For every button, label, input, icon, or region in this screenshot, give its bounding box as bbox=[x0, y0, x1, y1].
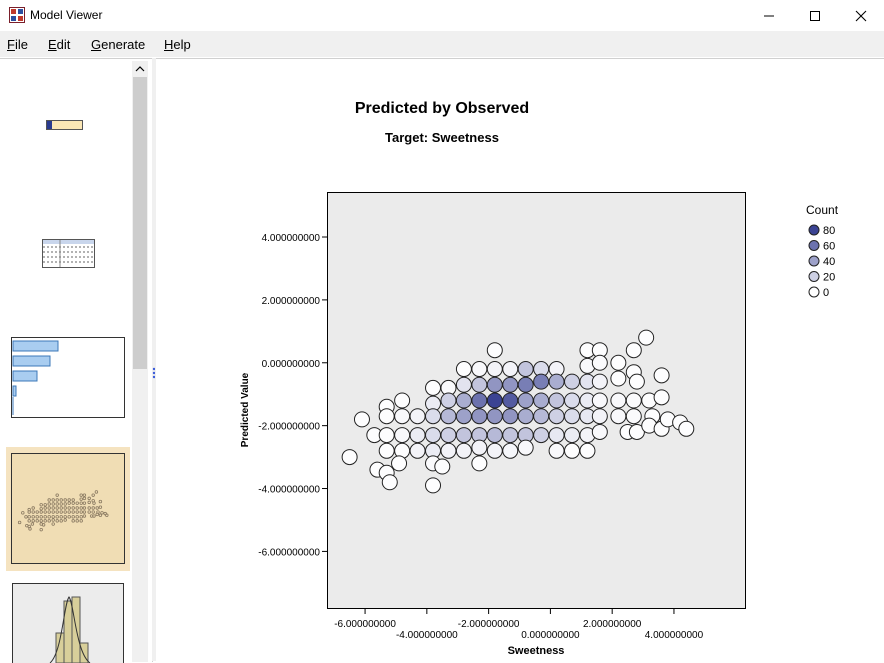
table-thumbnail[interactable] bbox=[40, 237, 98, 269]
chevron-up-icon bbox=[135, 65, 145, 73]
menu-bar: File Edit Generate Help bbox=[0, 31, 884, 57]
window-titlebar[interactable]: Model Viewer bbox=[0, 0, 884, 31]
maximize-icon bbox=[809, 10, 821, 22]
menu-generate[interactable]: Generate bbox=[91, 37, 145, 52]
chart-pane bbox=[156, 58, 884, 662]
menu-help-rest: elp bbox=[173, 37, 190, 52]
chart-subtitle: Target: Sweetness bbox=[0, 130, 884, 145]
menu-generate-rest: enerate bbox=[101, 37, 145, 52]
menu-file-rest: ile bbox=[15, 37, 28, 52]
maximize-button[interactable] bbox=[792, 0, 838, 31]
menu-help[interactable]: Help bbox=[164, 37, 191, 52]
scatter-plot-icon bbox=[6, 447, 130, 571]
predicted-by-observed-thumbnail[interactable] bbox=[6, 447, 130, 571]
scroll-up-button[interactable] bbox=[132, 61, 148, 77]
menu-edit-rest: dit bbox=[57, 37, 71, 52]
close-button[interactable] bbox=[838, 0, 884, 31]
menu-file[interactable]: File bbox=[7, 37, 28, 52]
table-icon bbox=[40, 237, 98, 269]
close-icon bbox=[855, 10, 867, 22]
minimize-icon bbox=[763, 10, 775, 22]
residuals-histogram-thumbnail[interactable] bbox=[12, 583, 126, 663]
splitter-grip-icon bbox=[152, 367, 155, 379]
menu-generate-mnemonic: G bbox=[91, 37, 101, 52]
thumbnail-pane[interactable] bbox=[0, 58, 153, 662]
menu-help-mnemonic: H bbox=[164, 37, 173, 52]
minimize-button[interactable] bbox=[746, 0, 792, 31]
scrollbar-thumb[interactable] bbox=[133, 77, 147, 369]
menu-edit-mnemonic: E bbox=[48, 37, 57, 52]
predictor-importance-thumbnail[interactable] bbox=[11, 337, 127, 419]
chart-title: Predicted by Observed bbox=[0, 100, 884, 118]
menu-edit[interactable]: Edit bbox=[48, 37, 70, 52]
histogram-icon bbox=[12, 583, 126, 663]
menu-file-mnemonic: F bbox=[7, 37, 15, 52]
app-icon bbox=[9, 7, 25, 23]
bar-chart-icon bbox=[11, 337, 127, 419]
window-title: Model Viewer bbox=[30, 8, 102, 22]
